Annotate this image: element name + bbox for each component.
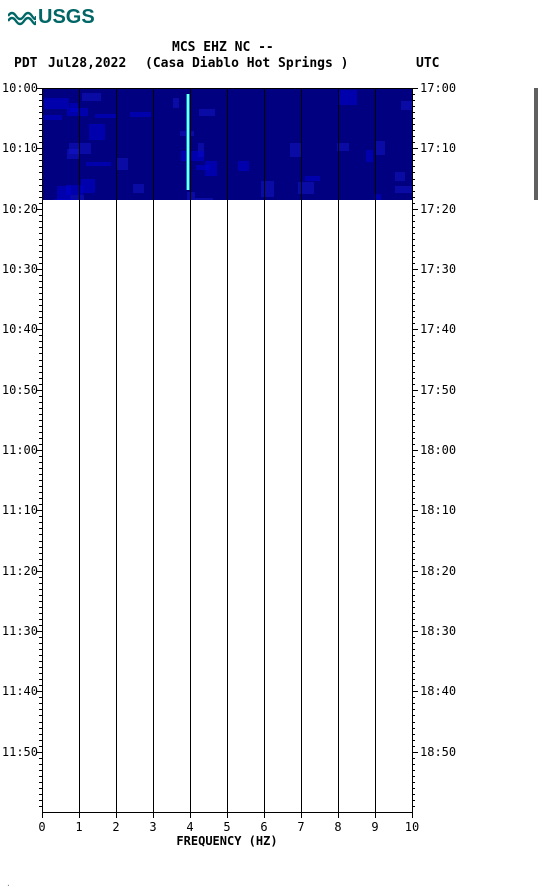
ytick-left: 11:20 — [0, 564, 38, 578]
ytick-right: 18:20 — [420, 564, 460, 578]
xtick: 2 — [106, 820, 126, 834]
title-date: Jul28,2022 — [48, 56, 126, 71]
ytick-left: 11:30 — [0, 624, 38, 638]
xtick: 3 — [143, 820, 163, 834]
ytick-left: 10:00 — [0, 81, 38, 95]
tz-left: PDT — [14, 56, 37, 71]
ytick-left: 11:00 — [0, 443, 38, 457]
ytick-right: 18:50 — [420, 745, 460, 759]
ytick-left: 10:10 — [0, 141, 38, 155]
xtick: 7 — [291, 820, 311, 834]
title-station: (Casa Diablo Hot Springs ) — [145, 56, 349, 71]
usgs-logo-text: USGS — [38, 6, 95, 28]
ytick-left: 10:30 — [0, 262, 38, 276]
x-axis-label: FREQUENCY (HZ) — [167, 834, 287, 848]
ytick-right: 17:40 — [420, 322, 460, 336]
ytick-right: 18:00 — [420, 443, 460, 457]
xtick: 9 — [365, 820, 385, 834]
spectrogram-plot — [42, 88, 412, 812]
xtick: 10 — [402, 820, 422, 834]
usgs-wave-icon — [8, 9, 36, 27]
ytick-left: 11:50 — [0, 745, 38, 759]
xtick: 8 — [328, 820, 348, 834]
ytick-right: 17:00 — [420, 81, 460, 95]
xtick: 1 — [69, 820, 89, 834]
tz-right: UTC — [416, 56, 439, 71]
ytick-left: 10:40 — [0, 322, 38, 336]
ytick-right: 17:10 — [420, 141, 460, 155]
ytick-right: 18:10 — [420, 503, 460, 517]
ytick-right: 18:30 — [420, 624, 460, 638]
ytick-left: 10:50 — [0, 383, 38, 397]
plot-frame — [42, 88, 413, 813]
ytick-right: 17:50 — [420, 383, 460, 397]
xtick: 0 — [32, 820, 52, 834]
xtick: 5 — [217, 820, 237, 834]
title-main: MCS EHZ NC -- — [172, 40, 274, 55]
xtick: 6 — [254, 820, 274, 834]
footer-mark: . — [6, 879, 11, 888]
colorbar — [534, 88, 538, 200]
ytick-left: 11:10 — [0, 503, 38, 517]
ytick-left: 11:40 — [0, 684, 38, 698]
usgs-logo: USGS — [8, 6, 95, 29]
ytick-right: 17:30 — [420, 262, 460, 276]
xtick: 4 — [180, 820, 200, 834]
ytick-right: 17:20 — [420, 202, 460, 216]
ytick-right: 18:40 — [420, 684, 460, 698]
ytick-left: 10:20 — [0, 202, 38, 216]
